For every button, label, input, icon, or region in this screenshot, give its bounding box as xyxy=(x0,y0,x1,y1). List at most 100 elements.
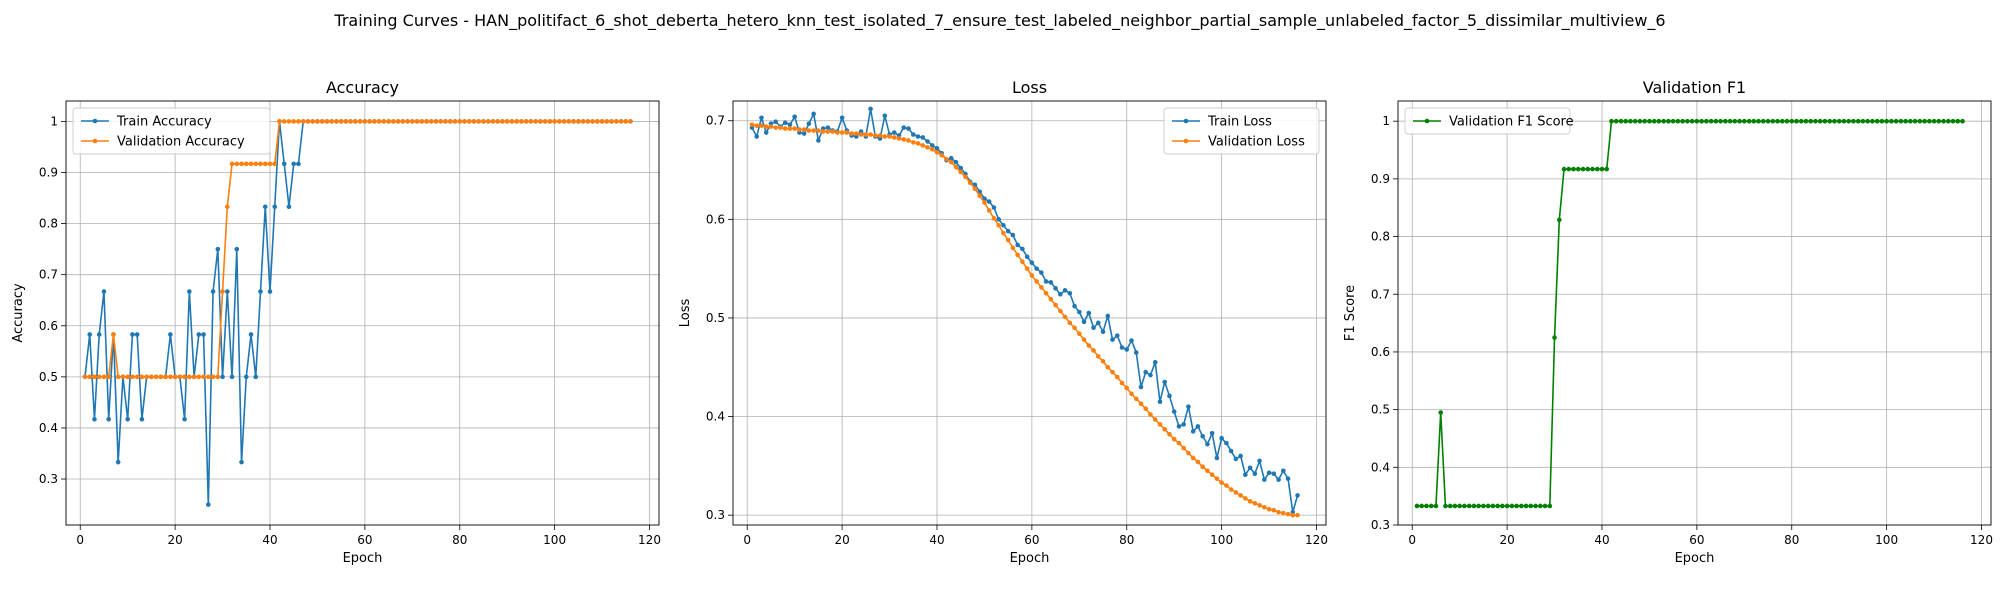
data-point xyxy=(1214,455,1220,461)
y-tick-label: 0.7 xyxy=(39,268,58,282)
data-point xyxy=(618,119,624,124)
data-point xyxy=(1414,503,1420,509)
data-point xyxy=(858,132,864,137)
data-point xyxy=(906,126,911,131)
data-point xyxy=(595,119,600,124)
data-point xyxy=(892,130,897,135)
data-point xyxy=(1765,118,1771,124)
data-point xyxy=(1865,118,1870,124)
data-point xyxy=(1105,364,1111,370)
data-point xyxy=(262,161,268,167)
legend: Train Loss Validation Loss xyxy=(1163,107,1320,155)
data-point xyxy=(106,416,111,422)
y-tick-label: 0.3 xyxy=(1371,518,1390,532)
data-point xyxy=(1699,118,1704,124)
data-point xyxy=(201,332,206,337)
data-point xyxy=(410,119,415,124)
data-point xyxy=(1295,512,1300,518)
data-point xyxy=(438,119,444,124)
data-point xyxy=(1523,503,1529,509)
data-point xyxy=(400,119,406,124)
data-point xyxy=(1219,435,1224,441)
data-point xyxy=(552,119,557,124)
data-point xyxy=(414,119,420,124)
data-point xyxy=(125,416,130,422)
data-point xyxy=(1105,313,1111,319)
data-point xyxy=(1737,118,1742,124)
data-point xyxy=(991,216,997,221)
data-point xyxy=(1209,472,1215,478)
data-point xyxy=(972,186,978,192)
y-tick-label: 0.5 xyxy=(39,370,58,384)
data-point xyxy=(248,332,254,337)
data-point xyxy=(816,128,821,133)
data-point xyxy=(1471,503,1477,509)
data-point xyxy=(267,289,273,294)
data-point xyxy=(944,156,949,162)
data-point xyxy=(139,374,145,380)
x-tick-label: 80 xyxy=(1784,533,1799,547)
y-tick-label: 0.6 xyxy=(706,212,725,226)
data-point xyxy=(471,119,477,124)
data-point xyxy=(576,119,581,124)
data-point xyxy=(1841,118,1847,124)
data-point xyxy=(547,119,553,124)
data-point xyxy=(253,161,259,167)
data-point xyxy=(144,374,149,380)
data-point xyxy=(628,119,633,124)
data-point xyxy=(476,119,482,124)
data-point xyxy=(1751,118,1757,124)
data-point xyxy=(115,374,121,380)
data-point xyxy=(196,332,202,337)
data-point xyxy=(334,119,339,124)
data-point xyxy=(1428,503,1434,509)
data-point xyxy=(773,119,778,125)
data-point xyxy=(599,119,605,124)
data-point xyxy=(896,136,902,141)
x-axis-label: Epoch xyxy=(343,551,383,566)
data-point xyxy=(1171,436,1177,442)
data-point xyxy=(1898,118,1904,124)
data-point xyxy=(811,128,816,133)
y-tick-label: 0.4 xyxy=(39,421,58,435)
data-point xyxy=(225,204,230,210)
data-point xyxy=(481,119,486,124)
data-point xyxy=(300,119,306,124)
x-tick-label: 20 xyxy=(834,533,849,547)
data-point xyxy=(1851,118,1856,124)
data-point xyxy=(877,133,883,138)
data-point xyxy=(967,180,973,186)
x-tick-label: 100 xyxy=(1210,533,1233,547)
data-point xyxy=(485,119,491,124)
data-point xyxy=(457,119,463,124)
data-point xyxy=(258,161,263,167)
data-point xyxy=(1552,335,1557,340)
data-point xyxy=(1874,118,1880,124)
data-point xyxy=(215,374,221,380)
data-point xyxy=(519,119,524,124)
data-point xyxy=(1936,118,1942,124)
data-point xyxy=(286,119,292,124)
data-point xyxy=(1224,483,1229,488)
data-point xyxy=(395,119,401,124)
data-point xyxy=(367,119,372,124)
data-point xyxy=(229,374,235,380)
data-point xyxy=(1647,118,1652,124)
data-point xyxy=(267,161,273,167)
data-point xyxy=(1561,166,1567,172)
x-tick-label: 40 xyxy=(1594,533,1609,547)
axes-frame xyxy=(732,100,1327,526)
data-point xyxy=(1067,290,1073,296)
data-point xyxy=(1893,118,1899,124)
data-point xyxy=(915,141,921,146)
data-point xyxy=(910,132,916,137)
data-point xyxy=(372,119,377,124)
data-point xyxy=(1756,118,1761,124)
data-point xyxy=(1005,228,1011,234)
data-point xyxy=(1789,118,1795,124)
data-point xyxy=(1243,496,1248,501)
data-point xyxy=(1903,118,1908,124)
data-point xyxy=(243,161,249,167)
x-tick-label: 0 xyxy=(76,533,84,547)
